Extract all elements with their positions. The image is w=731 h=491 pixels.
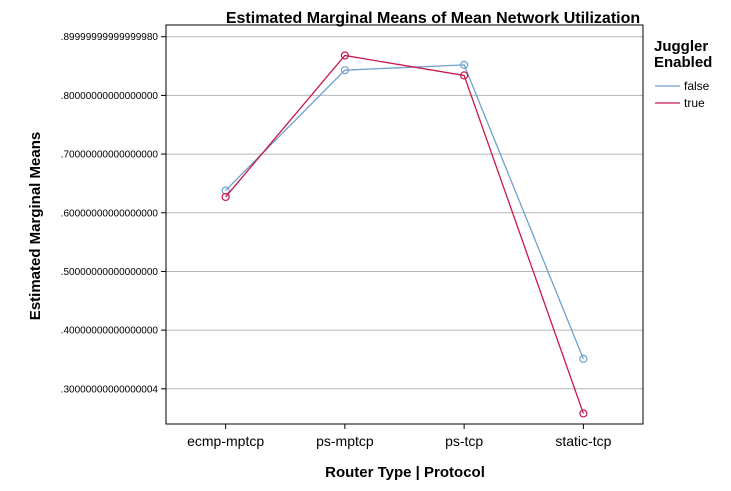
- y-tick-label: .30000000000000004: [61, 384, 159, 395]
- y-tick-label: .89999999999999980: [61, 32, 159, 43]
- legend-label-false: false: [684, 79, 710, 93]
- y-tick-label: .70000000000000000: [61, 150, 159, 161]
- y-axis-title: Estimated Marginal Means: [27, 132, 44, 320]
- data-point-false: [460, 60, 469, 70]
- y-tick-label: .60000000000000000: [61, 208, 159, 219]
- data-point-true: [579, 409, 588, 418]
- x-tick-label: ps-tcp: [445, 433, 483, 449]
- series-line-true: [225, 54, 584, 414]
- data-point-true: [340, 51, 349, 60]
- chart-title: Estimated Marginal Means of Mean Network…: [226, 10, 640, 27]
- legend: Juggler Enabled false true: [654, 38, 712, 110]
- plot-frame: [165, 24, 644, 425]
- gridlines: [166, 36, 643, 390]
- data-point-false: [579, 354, 588, 363]
- x-axis-ticks: ecmp-mptcp ps-mptcp ps-tcp static-tcp: [187, 424, 612, 449]
- series-line-false: [225, 64, 584, 360]
- legend-label-true: true: [684, 96, 705, 110]
- x-axis-title: Router Type | Protocol: [325, 464, 485, 481]
- legend-title-line-2: Enabled: [654, 54, 712, 71]
- y-tick-label: .80000000000000000: [61, 91, 159, 102]
- x-tick-label: static-tcp: [555, 433, 611, 449]
- y-tick-label: .40000000000000000: [61, 326, 159, 337]
- series-lines: [221, 51, 588, 418]
- data-point-false: [340, 66, 349, 75]
- y-tick-label: .50000000000000000: [61, 267, 159, 278]
- legend-title-line-1: Juggler: [654, 38, 708, 55]
- data-point-true: [460, 71, 469, 80]
- x-tick-label: ecmp-mptcp: [187, 433, 264, 449]
- y-axis-ticks: .30000000000000004 .40000000000000000 .500…: [61, 32, 166, 395]
- x-tick-label: ps-mptcp: [316, 433, 374, 449]
- data-point-true: [221, 192, 230, 202]
